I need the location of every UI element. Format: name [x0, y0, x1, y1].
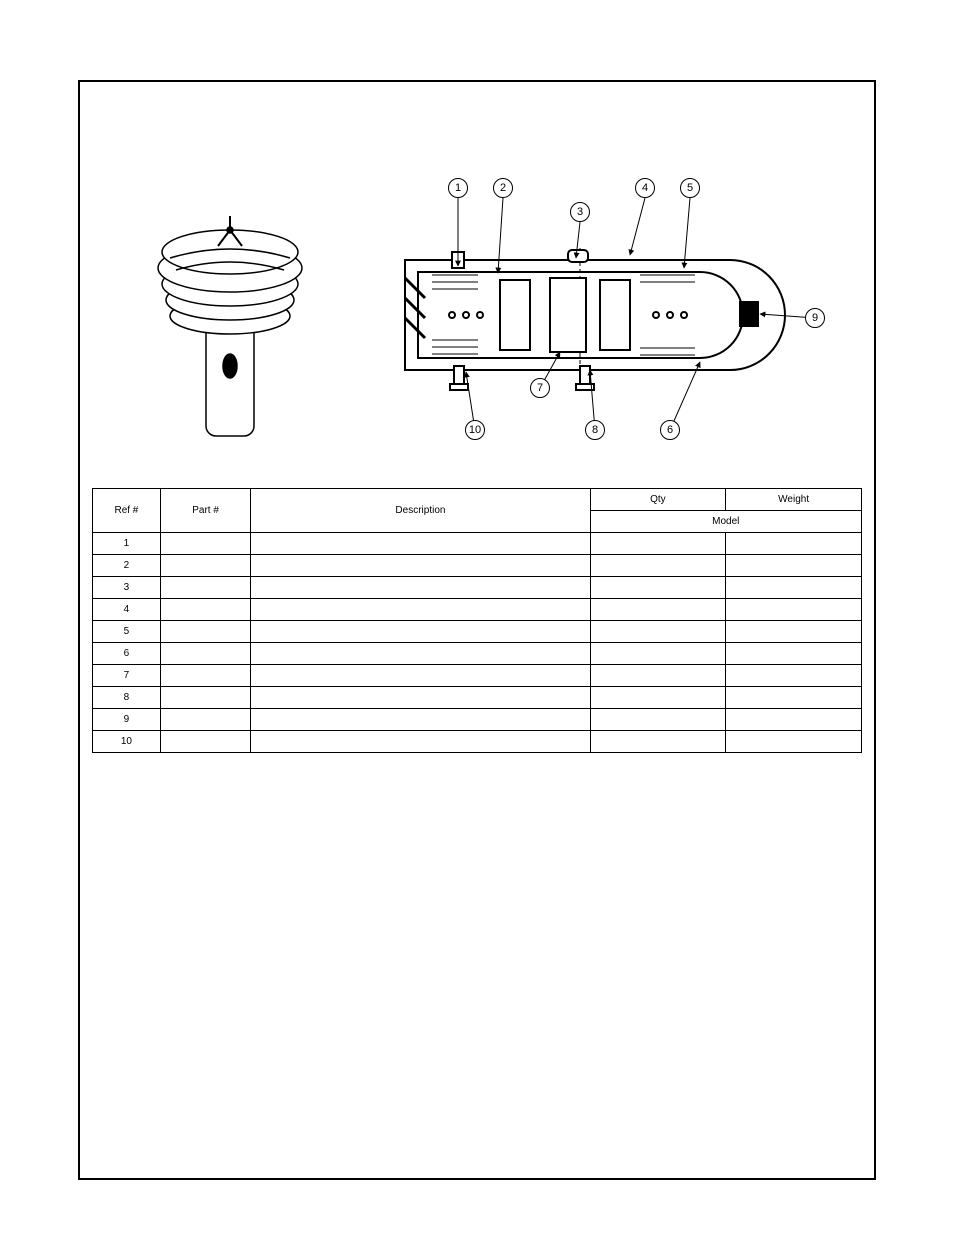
cell-part: [160, 555, 250, 577]
cell-ref: 3: [93, 577, 161, 599]
cell-part: [160, 731, 250, 753]
cell-ref: 1: [93, 533, 161, 555]
cell-wt: [726, 599, 862, 621]
cell-desc: [251, 731, 590, 753]
cell-part: [160, 643, 250, 665]
diagram-area: 1 2 3 4 5 6 7 8 9 10: [100, 140, 860, 470]
cell-desc: [251, 709, 590, 731]
cell-qty: [590, 599, 726, 621]
th-qty: Qty: [590, 489, 726, 511]
page: 1 2 3 4 5 6 7 8 9 10 Ref # Part # Descri…: [0, 0, 954, 1235]
table-row: 1: [93, 533, 862, 555]
th-weight: Weight: [726, 489, 862, 511]
cell-desc: [251, 533, 590, 555]
th-model: Model: [590, 511, 861, 533]
cell-part: [160, 621, 250, 643]
cell-wt: [726, 665, 862, 687]
cell-qty: [590, 709, 726, 731]
cell-qty: [590, 665, 726, 687]
cell-desc: [251, 599, 590, 621]
callout-7: 7: [530, 378, 550, 398]
cell-part: [160, 709, 250, 731]
table-row: 2: [93, 555, 862, 577]
left-assembly: [158, 216, 302, 436]
cell-desc: [251, 665, 590, 687]
th-desc: Description: [251, 489, 590, 533]
callout-2: 2: [493, 178, 513, 198]
table-row: 8: [93, 687, 862, 709]
callout-8: 8: [585, 420, 605, 440]
cross-section: [405, 248, 785, 390]
callout-1: 1: [448, 178, 468, 198]
table-row: 6: [93, 643, 862, 665]
cell-ref: 6: [93, 643, 161, 665]
callout-9: 9: [805, 308, 825, 328]
callout-5: 5: [680, 178, 700, 198]
cell-desc: [251, 577, 590, 599]
parts-table-body: 1 2 3: [93, 533, 862, 753]
table-row: 7: [93, 665, 862, 687]
cell-part: [160, 665, 250, 687]
callout-4: 4: [635, 178, 655, 198]
table-row: 10: [93, 731, 862, 753]
table-row: 5: [93, 621, 862, 643]
cell-ref: 7: [93, 665, 161, 687]
callout-3: 3: [570, 202, 590, 222]
cell-ref: 8: [93, 687, 161, 709]
cell-wt: [726, 555, 862, 577]
cell-ref: 4: [93, 599, 161, 621]
cell-part: [160, 577, 250, 599]
callout-10: 10: [465, 420, 485, 440]
cell-qty: [590, 533, 726, 555]
cell-wt: [726, 621, 862, 643]
cell-part: [160, 687, 250, 709]
table-row: 3: [93, 577, 862, 599]
cell-qty: [590, 731, 726, 753]
cell-wt: [726, 687, 862, 709]
cell-qty: [590, 621, 726, 643]
cell-wt: [726, 731, 862, 753]
th-part: Part #: [160, 489, 250, 533]
th-ref: Ref #: [93, 489, 161, 533]
table-row: 9: [93, 709, 862, 731]
cell-wt: [726, 709, 862, 731]
cell-desc: [251, 687, 590, 709]
cell-desc: [251, 643, 590, 665]
cell-qty: [590, 687, 726, 709]
cell-wt: [726, 643, 862, 665]
cell-wt: [726, 577, 862, 599]
cell-part: [160, 533, 250, 555]
parts-table-wrap: Ref # Part # Description Qty Weight Mode…: [92, 488, 862, 753]
cell-part: [160, 599, 250, 621]
callout-6: 6: [660, 420, 680, 440]
cell-qty: [590, 555, 726, 577]
cell-ref: 2: [93, 555, 161, 577]
cell-wt: [726, 533, 862, 555]
cell-ref: 9: [93, 709, 161, 731]
table-header-row-1: Ref # Part # Description Qty Weight: [93, 489, 862, 511]
cell-ref: 5: [93, 621, 161, 643]
table-row: 4: [93, 599, 862, 621]
cell-desc: [251, 555, 590, 577]
cell-ref: 10: [93, 731, 161, 753]
parts-table: Ref # Part # Description Qty Weight Mode…: [92, 488, 862, 753]
cell-qty: [590, 577, 726, 599]
cell-desc: [251, 621, 590, 643]
cell-qty: [590, 643, 726, 665]
